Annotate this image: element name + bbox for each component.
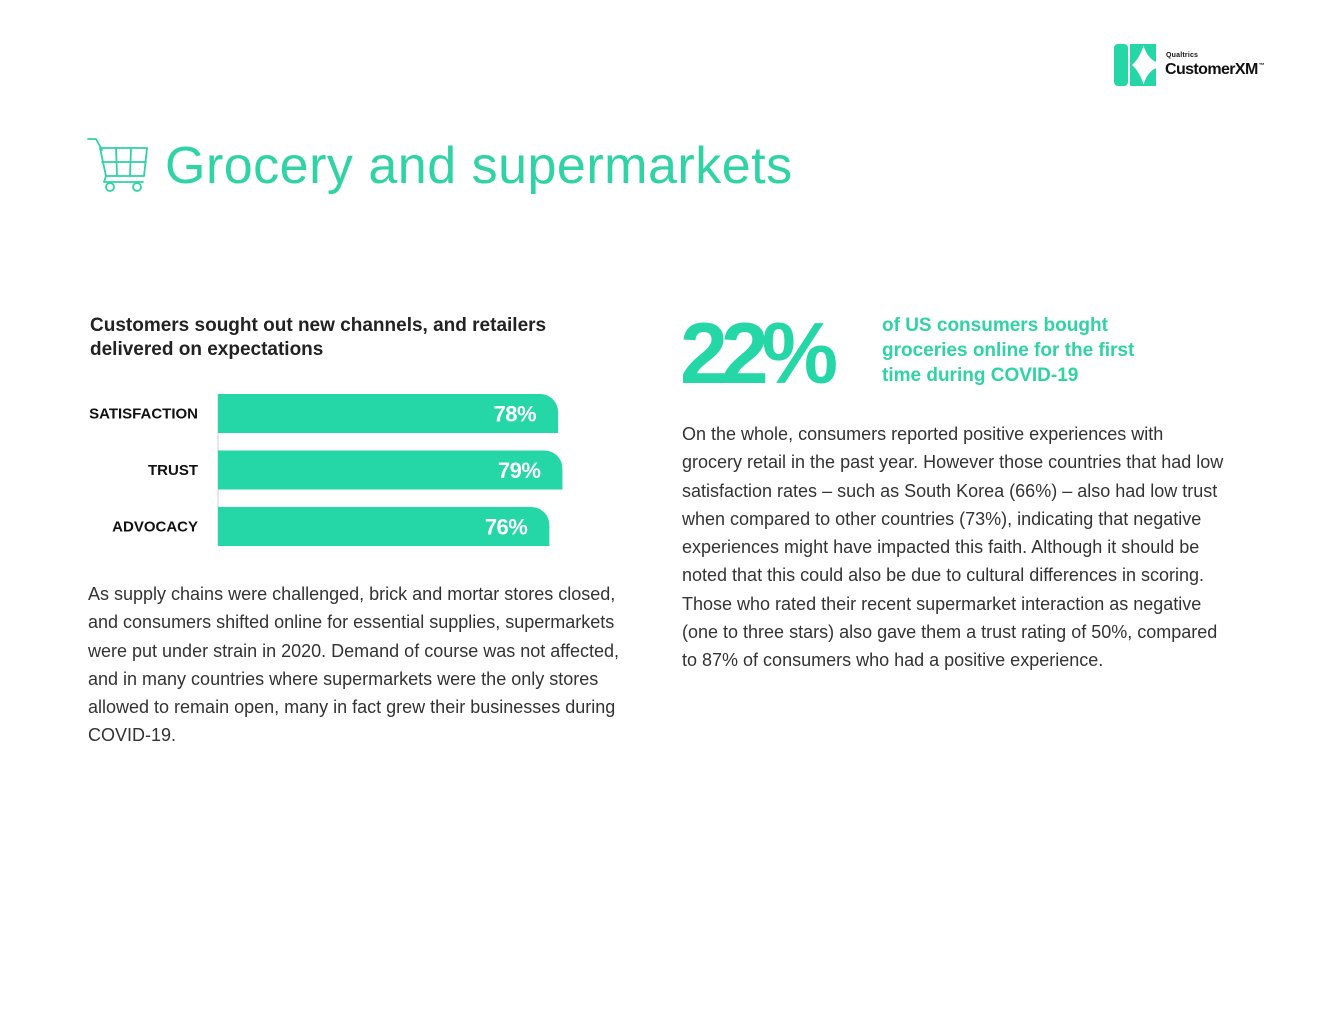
chart-heading: Customers sought out new channels, and r…: [90, 315, 547, 360]
page-title: Grocery and supermarkets: [165, 137, 793, 195]
trademark-symbol: ™: [1258, 63, 1265, 69]
bar-satisfaction: [218, 394, 559, 433]
category-label: ADVOCACY: [112, 518, 198, 535]
stat-caption: of US consumers bought groceries online …: [882, 315, 1135, 386]
value-label: 76%: [485, 514, 528, 539]
product-name: CustomerXM™: [1165, 61, 1265, 78]
category-label: SATISFACTION: [89, 405, 198, 422]
qualtrics-customerxm-logo: Qualtrics CustomerXM™: [1114, 44, 1280, 86]
qualtrics-logo-icon: [1114, 44, 1156, 86]
bar-trust: [218, 450, 563, 490]
company-name: Qualtrics: [1166, 52, 1199, 59]
value-label: 79%: [498, 458, 541, 483]
bar-advocacy: [218, 507, 550, 546]
shopping-cart-icon: [87, 138, 148, 192]
category-label: TRUST: [148, 462, 198, 479]
value-label: 78%: [494, 401, 537, 426]
left-body-text: As supply chains were challenged, brick …: [88, 584, 619, 746]
stat-number: 22%: [680, 306, 838, 402]
right-body-text: On the whole, consumers reported positiv…: [682, 424, 1224, 671]
metrics-bar-chart: SATISFACTION 78% TRUST 79% ADVOCACY 76%: [89, 394, 563, 546]
